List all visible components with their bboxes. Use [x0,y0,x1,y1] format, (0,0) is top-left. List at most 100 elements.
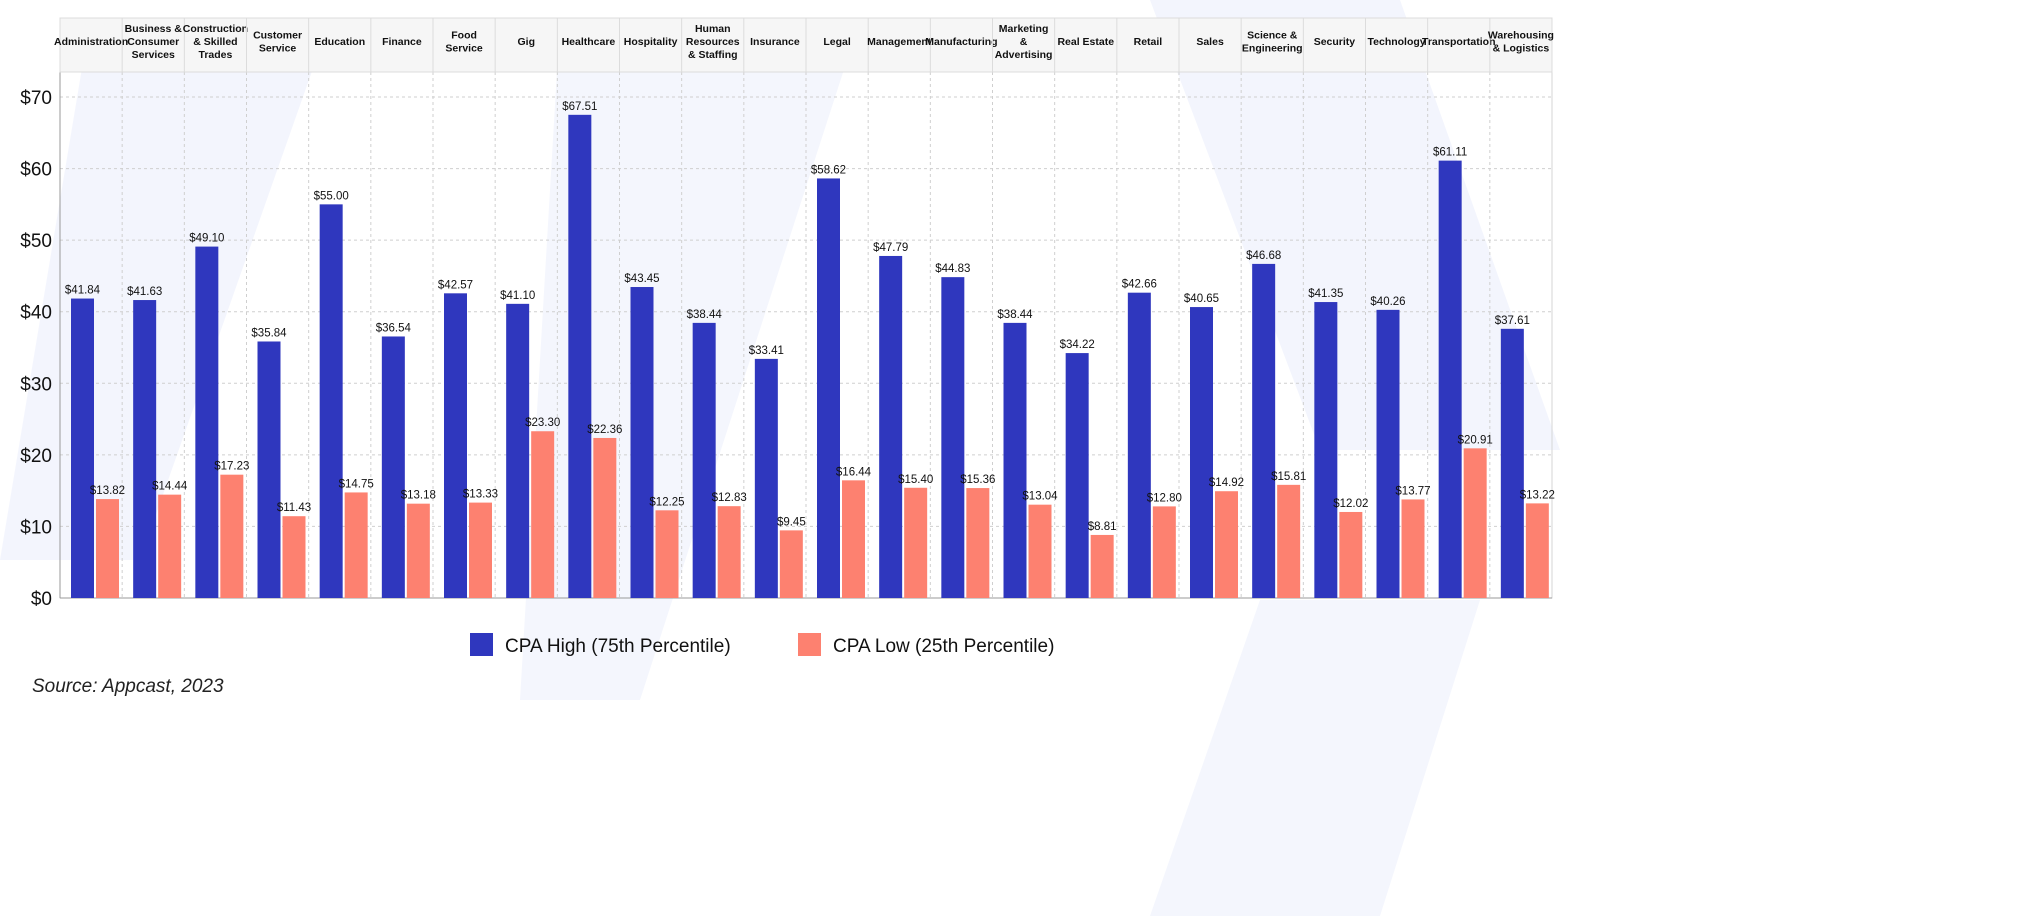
bar-cpa-high [1127,292,1151,598]
category-label-line: Administration [54,36,128,48]
data-label: $13.77 [1395,485,1430,497]
category-label: Insurance [750,36,800,48]
data-label: $46.68 [1246,250,1281,262]
bar-cpa-high [1500,328,1524,598]
data-label: $38.44 [687,309,723,321]
data-label: $40.26 [1370,296,1405,308]
y-tick-label: $70 [20,88,52,109]
data-label: $55.00 [314,190,349,202]
category-label-line: & [1020,36,1028,48]
category-label-line: Manufacturing [925,36,997,48]
y-tick-label: $40 [20,303,52,324]
data-label: $12.80 [1147,492,1182,504]
bar-cpa-low [779,530,803,598]
data-label: $13.18 [401,490,436,502]
data-label: $34.22 [1060,339,1095,351]
y-tick-label: $30 [20,374,52,395]
bar-cpa-high [506,303,530,598]
bar-cpa-low [1152,506,1176,598]
bar-cpa-high [71,298,94,598]
data-label: $40.65 [1184,293,1219,305]
bar-cpa-high [1252,263,1276,598]
bar-cpa-high [195,246,219,598]
category-label-line: Science & [1247,30,1298,42]
bar-cpa-high [1003,322,1027,598]
bar-cpa-low [1090,534,1114,598]
data-label: $61.11 [1433,147,1467,159]
bar-cpa-low [344,492,368,598]
data-label: $13.22 [1520,489,1555,501]
bars: $41.84 $41.63 $49.10 $35.84 $55.00 $36.54 $42.… [65,101,1555,598]
bar-cpa-high [692,322,716,598]
data-label: $16.44 [836,466,872,478]
data-label: $8.81 [1088,521,1117,533]
category-label-line: Trades [198,49,232,61]
data-label: $47.79 [873,242,908,254]
category-label-line: & Logistics [1493,43,1550,55]
data-label: $12.25 [649,496,684,508]
data-label: $15.81 [1271,471,1306,483]
category-label: Retail [1134,36,1163,48]
category-label: Customer Service [253,30,302,55]
bar-cpa-low [1277,484,1301,598]
category-label-line: Security [1314,36,1356,48]
y-tick-label: $0 [31,589,52,610]
y-tick-label: $10 [20,517,52,538]
bar-cpa-low [1028,504,1052,598]
y-tick-label: $60 [20,160,52,181]
legend: CPA High (75th Percentile) CPA Low (25th… [470,633,1054,657]
bar-cpa-low [717,506,741,598]
data-label: $41.35 [1308,288,1343,300]
bar-cpa-high [1438,160,1462,598]
data-label: $20.91 [1458,434,1493,446]
category-label-line: Service [445,43,483,55]
category-label: Business & Consumer Services [125,23,183,61]
category-label-line: Consumer [127,36,179,48]
bar-cpa-low [220,474,244,598]
legend-swatch-high [470,633,493,656]
bar-cpa-low [96,499,119,598]
bar-cpa-high [1065,353,1089,598]
bar-cpa-low [966,488,990,598]
bar-cpa-low [1525,503,1549,598]
legend-swatch-low [798,633,821,656]
bar-cpa-low [469,502,492,598]
y-axis: $0 $10 $20 $30 $40 $50 $60 $70 [20,88,52,610]
category-label: Gig [518,36,536,48]
data-label: $23.30 [525,417,560,429]
category-label-line: Sales [1196,36,1224,48]
bar-cpa-low [842,480,865,598]
category-label: Healthcare [562,36,616,48]
bar-cpa-high [381,336,405,598]
data-label: $44.83 [935,263,970,275]
data-label: $15.40 [898,474,933,486]
data-label: $49.10 [189,233,224,245]
data-label: $11.43 [277,502,311,514]
bar-cpa-high [257,341,281,598]
category-label-line: Marketing [999,23,1049,35]
category-label-line: & Skilled [193,36,237,48]
bar-cpa-high [630,287,654,598]
category-label-line: Human [695,23,731,35]
bar-cpa-low [655,510,679,598]
bar-cpa-high [319,204,343,598]
bar-cpa-low [531,431,555,598]
y-tick-label: $50 [20,231,52,252]
category-label-line: Food [451,30,477,42]
bar-cpa-high [817,178,840,598]
y-tick-label: $20 [20,446,52,467]
bar-cpa-high [879,255,903,598]
bar-cpa-low [158,494,182,598]
category-label-line: Legal [823,36,851,48]
data-label: $41.84 [65,285,101,297]
category-label-line: Business & [125,23,183,35]
category-label-line: Warehousing [1488,30,1554,42]
bar-cpa-high [568,114,592,598]
bar-cpa-low [1401,499,1425,598]
category-label-line: Transportation [1422,36,1496,48]
bar-cpa-low [406,503,430,598]
category-label: Real Estate [1057,36,1114,48]
category-label-line: Services [132,49,175,61]
